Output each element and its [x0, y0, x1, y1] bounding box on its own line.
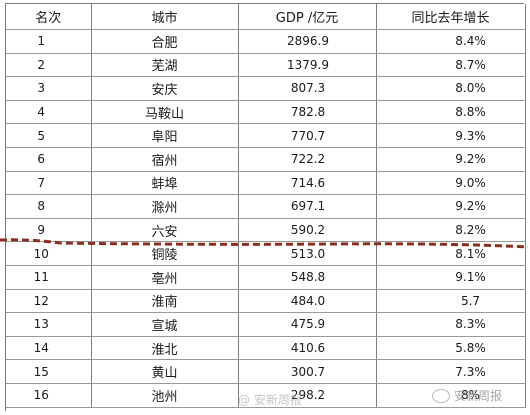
gdp-cell: 770.7: [238, 123, 377, 148]
rank-cell: 1: [6, 29, 92, 54]
gdp-cell: 513.0: [238, 241, 377, 266]
table-row: 15 黄山 300.7 7.3%: [6, 359, 526, 384]
growth-cell: 7.3%: [376, 359, 526, 384]
city-cell: 马鞍山: [91, 100, 239, 125]
rank-cell: 13: [6, 312, 92, 337]
growth-cell: 8.8%: [376, 100, 526, 125]
rank-cell: 16: [6, 383, 92, 408]
table-row: 4 马鞍山 782.8 8.8%: [6, 100, 526, 125]
table-row: 6 宿州 722.2 9.2%: [6, 147, 526, 172]
growth-cell: 8.0%: [376, 76, 526, 101]
city-cell: 蚌埠: [91, 171, 239, 196]
table-row: 11 亳州 548.8 9.1%: [6, 265, 526, 290]
growth-cell: 9.0%: [376, 171, 526, 196]
header-rank: 名次: [6, 4, 92, 30]
table-row: 14 淮北 410.6 5.8%: [6, 336, 526, 361]
table-row: 9 六安 590.2 8.2%: [6, 218, 526, 243]
city-cell: 淮南: [91, 289, 239, 314]
gdp-cell: 1379.9: [238, 53, 377, 78]
gdp-cell: 484.0: [238, 289, 377, 314]
table-row: 5 阜阳 770.7 9.3%: [6, 123, 526, 148]
growth-cell: 8.3%: [376, 312, 526, 337]
city-cell: 合肥: [91, 29, 239, 54]
city-cell: 黄山: [91, 359, 239, 384]
gdp-cell: 298.2: [238, 383, 377, 408]
growth-cell: 5.7: [376, 289, 526, 314]
table-row: 3 安庆 807.3 8.0%: [6, 76, 526, 101]
city-cell: 淮北: [91, 336, 239, 361]
table-row: 8 滁州 697.1 9.2%: [6, 194, 526, 219]
growth-cell: 8.4%: [376, 29, 526, 54]
rank-cell: 9: [6, 218, 92, 243]
header-gdp: GDP /亿元: [238, 4, 377, 30]
table-body: 1 合肥 2896.9 8.4% 2 芜湖 1379.9 8.7% 3 安庆 807.3 8.0% 4 马…: [6, 29, 526, 408]
growth-cell: 5.8%: [376, 336, 526, 361]
gdp-cell: 548.8: [238, 265, 377, 290]
table-row: 16 池州 298.2 8%: [6, 383, 526, 408]
gdp-cell: 697.1: [238, 194, 377, 219]
table-row: 7 蚌埠 714.6 9.0%: [6, 171, 526, 196]
city-cell: 宿州: [91, 147, 239, 172]
gdp-cell: 475.9: [238, 312, 377, 337]
rank-cell: 8: [6, 194, 92, 219]
city-cell: 安庆: [91, 76, 239, 101]
rank-cell: 3: [6, 76, 92, 101]
rank-cell: 6: [6, 147, 92, 172]
rank-cell: 7: [6, 171, 92, 196]
gdp-cell: 722.2: [238, 147, 377, 172]
growth-cell: 8.2%: [376, 218, 526, 243]
gdp-ranking-table: 名次 城市 GDP /亿元 同比去年增长 1 合肥 2896.9 8.4% 2 芜湖 137…: [6, 4, 526, 408]
city-cell: 宣城: [91, 312, 239, 337]
rank-cell: 5: [6, 123, 92, 148]
growth-cell: 8.1%: [376, 241, 526, 266]
city-cell: 亳州: [91, 265, 239, 290]
rank-cell: 2: [6, 53, 92, 78]
rank-cell: 12: [6, 289, 92, 314]
rank-cell: 14: [6, 336, 92, 361]
city-cell: 池州: [91, 383, 239, 408]
city-cell: 铜陵: [91, 241, 239, 266]
gdp-cell: 807.3: [238, 76, 377, 101]
gdp-cell: 714.6: [238, 171, 377, 196]
growth-cell: 9.1%: [376, 265, 526, 290]
growth-cell: 8%: [376, 383, 526, 408]
table-row: 13 宣城 475.9 8.3%: [6, 312, 526, 337]
city-cell: 六安: [91, 218, 239, 243]
gdp-cell: 782.8: [238, 100, 377, 125]
growth-cell: 8.7%: [376, 53, 526, 78]
city-cell: 阜阳: [91, 123, 239, 148]
table-row: 2 芜湖 1379.9 8.7%: [6, 53, 526, 78]
growth-cell: 9.2%: [376, 147, 526, 172]
gdp-cell: 590.2: [238, 218, 377, 243]
table-row: 12 淮南 484.0 5.7: [6, 289, 526, 314]
rank-cell: 11: [6, 265, 92, 290]
city-cell: 滁州: [91, 194, 239, 219]
header-city: 城市: [91, 4, 239, 30]
growth-cell: 9.2%: [376, 194, 526, 219]
gdp-cell: 410.6: [238, 336, 377, 361]
city-cell: 芜湖: [91, 53, 239, 78]
gdp-cell: 300.7: [238, 359, 377, 384]
table-row: 10 铜陵 513.0 8.1%: [6, 241, 526, 266]
gdp-ranking-table-container: 名次 城市 GDP /亿元 同比去年增长 1 合肥 2896.9 8.4% 2 芜湖 137…: [5, 3, 526, 411]
rank-cell: 4: [6, 100, 92, 125]
growth-cell: 9.3%: [376, 123, 526, 148]
table-row: 1 合肥 2896.9 8.4%: [6, 29, 526, 54]
gdp-cell: 2896.9: [238, 29, 377, 54]
header-growth: 同比去年增长: [376, 4, 526, 30]
rank-cell: 10: [6, 241, 92, 266]
table-header-row: 名次 城市 GDP /亿元 同比去年增长: [6, 4, 526, 30]
rank-cell: 15: [6, 359, 92, 384]
